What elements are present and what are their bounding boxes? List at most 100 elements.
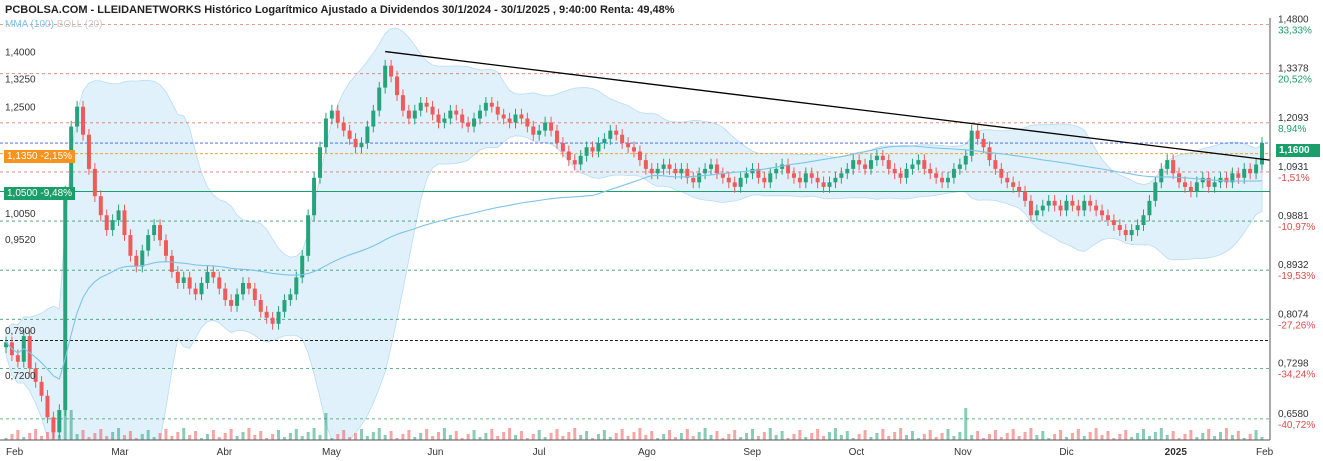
volume-bar xyxy=(543,437,547,440)
candle-body xyxy=(762,177,767,183)
volume-bar xyxy=(87,437,91,440)
volume-bar xyxy=(958,432,962,440)
candle-body xyxy=(75,106,80,127)
volume-bar xyxy=(549,433,553,440)
candle-body xyxy=(1206,177,1211,187)
volume-bar xyxy=(1118,434,1122,440)
right-price-label: 0,8074 xyxy=(1278,309,1309,320)
volume-bar xyxy=(28,433,32,440)
candle-body xyxy=(1017,186,1022,192)
candle-body xyxy=(744,173,749,178)
candle-body xyxy=(436,114,441,123)
volume-bar xyxy=(887,436,891,440)
candle-body xyxy=(1224,177,1229,183)
volume-bar xyxy=(780,431,784,440)
volume-bar xyxy=(899,428,903,440)
candle-body xyxy=(205,271,210,283)
volume-bar xyxy=(1017,436,1021,440)
volume-bar xyxy=(247,428,251,440)
candle-body xyxy=(1147,200,1152,216)
volume-bar xyxy=(1207,429,1211,440)
volume-bar xyxy=(1153,432,1157,440)
candle-body xyxy=(1171,160,1176,174)
candle-body xyxy=(655,168,660,174)
volume-bar xyxy=(122,435,126,440)
volume-bar xyxy=(1224,428,1228,440)
candle-body xyxy=(116,210,121,221)
volume-bar xyxy=(1136,433,1140,440)
candle-body xyxy=(199,282,204,295)
volume-bar xyxy=(798,430,802,440)
volume-bar xyxy=(365,436,369,440)
volume-bar xyxy=(822,436,826,440)
candle-body xyxy=(566,151,571,161)
candle-body xyxy=(1011,182,1016,187)
volume-bar xyxy=(271,434,275,440)
month-tick-label: Feb xyxy=(1256,447,1274,458)
volume-bar xyxy=(442,428,446,440)
candle-body xyxy=(63,191,68,411)
candle-body xyxy=(786,164,791,174)
volume-bar xyxy=(1053,434,1057,440)
candle-body xyxy=(318,147,322,178)
volume-bar xyxy=(910,431,914,440)
candle-body xyxy=(507,118,512,123)
volume-bar xyxy=(585,431,589,440)
volume-bar xyxy=(436,432,440,440)
volume-bar xyxy=(614,433,618,440)
volume-bar xyxy=(1254,430,1258,440)
candle-body xyxy=(1260,143,1264,165)
month-tick-label: Sep xyxy=(743,447,761,458)
candle-body xyxy=(981,138,986,148)
volume-bar xyxy=(431,436,435,440)
candle-body xyxy=(1076,205,1081,211)
candle-body xyxy=(365,126,370,144)
volume-bar xyxy=(22,437,26,440)
candle-body xyxy=(626,143,631,148)
volume-bar xyxy=(531,434,535,440)
candle-body xyxy=(768,173,773,183)
candle-body xyxy=(110,220,115,231)
volume-bar xyxy=(816,429,820,440)
volume-bar xyxy=(277,430,281,440)
candle-body xyxy=(288,294,293,301)
volume-bar xyxy=(1088,432,1092,440)
volume-bar xyxy=(419,433,423,440)
volume-bar xyxy=(389,431,393,440)
volume-bar xyxy=(579,435,583,440)
volume-bar xyxy=(472,430,476,440)
volume-bar xyxy=(1023,432,1027,440)
candle-body xyxy=(300,255,305,278)
candle-body xyxy=(1200,177,1205,183)
candle-body xyxy=(987,147,992,161)
candle-body xyxy=(667,164,672,169)
volume-bar xyxy=(223,433,227,440)
volume-bar xyxy=(490,429,494,440)
volume-bar xyxy=(1230,435,1234,440)
candle-body xyxy=(922,160,927,169)
volume-bar xyxy=(940,433,944,440)
candle-body xyxy=(951,168,956,178)
candle-body xyxy=(15,355,20,362)
volume-bar xyxy=(460,438,464,440)
volume-bar xyxy=(1047,438,1051,440)
volume-bar xyxy=(413,437,417,440)
candle-body xyxy=(851,160,856,169)
volume-bar xyxy=(359,429,363,440)
volume-bar xyxy=(294,429,298,440)
volume-bar xyxy=(1041,431,1045,440)
candle-body xyxy=(1141,215,1146,226)
volume-bar xyxy=(733,430,737,440)
candle-body xyxy=(691,177,696,183)
volume-bar xyxy=(253,435,257,440)
volume-bar xyxy=(679,433,683,440)
candle-body xyxy=(714,164,719,174)
volume-bar xyxy=(466,434,470,440)
candle-body xyxy=(572,160,577,165)
volume-bar xyxy=(768,428,772,440)
volume-bar xyxy=(401,434,405,440)
volume-bar xyxy=(881,429,885,440)
month-tick-label: Feb xyxy=(6,447,24,458)
volume-bar xyxy=(4,438,8,440)
month-tick-label: Oct xyxy=(849,447,865,458)
